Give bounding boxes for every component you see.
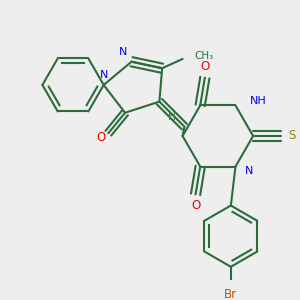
Text: NH: NH — [249, 96, 266, 106]
Text: N: N — [118, 47, 127, 57]
Text: CH₃: CH₃ — [195, 51, 214, 61]
Text: O: O — [200, 60, 209, 73]
Text: Br: Br — [224, 288, 237, 300]
Text: N: N — [100, 70, 108, 80]
Text: O: O — [96, 131, 106, 144]
Text: O: O — [191, 199, 200, 212]
Text: N: N — [245, 166, 253, 176]
Text: H: H — [168, 112, 175, 122]
Text: S: S — [288, 130, 296, 142]
